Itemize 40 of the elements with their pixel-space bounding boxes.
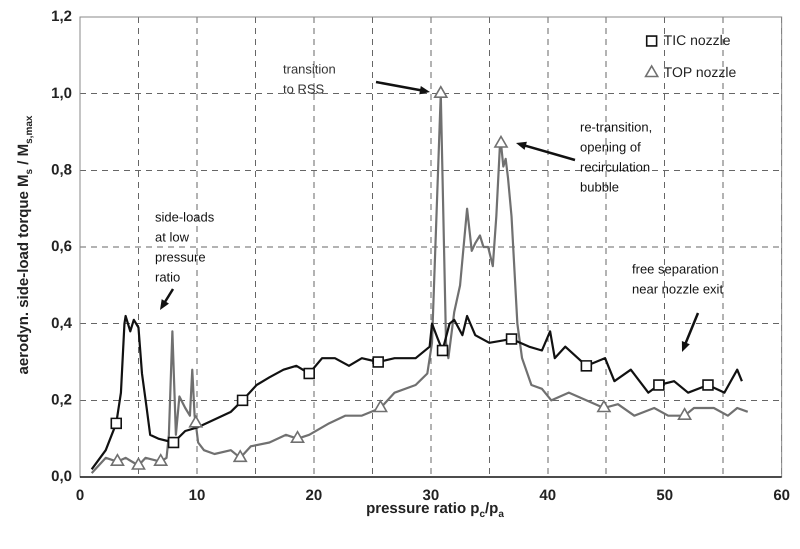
point (372, 356, 384, 368)
y-tick-label: 0,4 (51, 314, 73, 332)
point (188, 416, 203, 428)
point (434, 86, 448, 98)
x-tick-label: 50 (656, 487, 674, 504)
point (154, 454, 168, 466)
x-tick-label: 40 (539, 487, 556, 504)
point (233, 450, 248, 462)
x-tick-label: 0 (76, 487, 84, 504)
x-tick-label: 60 (773, 487, 790, 504)
point (653, 379, 665, 391)
point (436, 344, 448, 356)
point (236, 394, 248, 406)
y-tick-label: 1,0 (51, 84, 72, 102)
annotation: side-loads at low pressure ratio (155, 210, 215, 285)
point (506, 333, 518, 345)
legend-label: TIC nozzle (664, 32, 731, 48)
annotation: re-transition, opening of recirculation bubble (580, 120, 652, 195)
point (374, 400, 388, 412)
point (168, 436, 180, 448)
point (110, 454, 124, 466)
legend-label: TOP nozzle (664, 64, 737, 80)
y-tick-label: 0,0 (51, 468, 72, 486)
x-tick-label: 10 (188, 487, 206, 504)
point (110, 418, 122, 430)
y-tick-label: 1,2 (51, 8, 72, 26)
x-tick-label: 20 (306, 487, 322, 504)
point (290, 430, 304, 443)
y-tick-label: 0,8 (51, 161, 72, 178)
point (678, 408, 692, 420)
point (494, 136, 508, 148)
point (702, 379, 714, 391)
point (597, 400, 611, 412)
point (580, 360, 592, 372)
y-tick-label: 0,2 (51, 391, 72, 408)
annotation: free separation near nozzle exit (632, 262, 724, 297)
point (132, 458, 146, 470)
point (303, 368, 315, 380)
annotation: transition to RSS (283, 62, 336, 97)
y-tick-label: 0,6 (51, 238, 72, 256)
